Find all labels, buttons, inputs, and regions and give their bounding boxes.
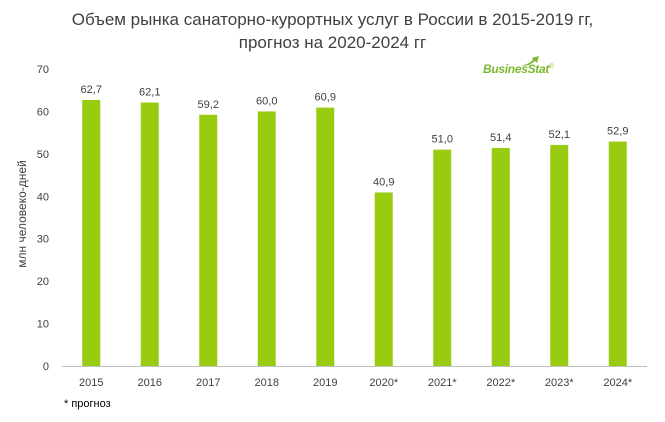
x-tick-label: 2024*	[603, 377, 632, 389]
forecast-footnote: * прогноз	[64, 398, 111, 410]
y-tick-label: 60	[37, 106, 49, 118]
data-label: 59,2	[198, 99, 219, 111]
data-label: 62,1	[139, 87, 160, 99]
bar	[199, 114, 218, 366]
bar	[608, 141, 627, 366]
bar	[374, 192, 393, 366]
chart-title-line-1: Объем рынка санаторно-курортных услуг в …	[71, 10, 594, 29]
x-tick-label: 2016	[138, 377, 162, 389]
data-label: 52,9	[607, 126, 628, 138]
x-tick-label: 2020*	[369, 377, 398, 389]
data-label: 60,0	[256, 95, 277, 107]
y-axis-label: млн человеко-дней	[15, 160, 29, 268]
data-label: 60,9	[315, 92, 336, 104]
bar	[257, 111, 276, 366]
data-label: 52,1	[549, 129, 570, 141]
x-tick-label: 2019	[313, 377, 337, 389]
data-label: 51,4	[490, 132, 511, 144]
bar	[550, 144, 569, 366]
y-tick-label: 20	[37, 276, 49, 288]
x-tick-label: 2021*	[428, 377, 457, 389]
bar	[491, 147, 510, 366]
x-tick-label: 2017	[196, 377, 220, 389]
bar	[82, 99, 101, 367]
x-tick-label: 2022*	[486, 377, 515, 389]
chart-title: Объем рынка санаторно-курортных услуг в …	[0, 8, 665, 54]
bar	[316, 107, 335, 367]
y-tick-label: 50	[37, 149, 49, 161]
x-tick-label: 2018	[255, 377, 279, 389]
bar	[433, 149, 452, 366]
bar	[140, 102, 159, 367]
businesstat-logo-icon	[521, 56, 539, 66]
data-label: 40,9	[373, 176, 394, 188]
chart-title-line-2: прогноз на 2020-2024 гг	[238, 33, 427, 52]
y-tick-label: 10	[37, 319, 49, 331]
y-tick-label: 0	[43, 361, 49, 373]
data-label: 51,0	[432, 134, 453, 146]
y-tick-label: 30	[37, 234, 49, 246]
logo-text: BusinesStat	[483, 62, 550, 76]
x-tick-label: 2023*	[545, 377, 574, 389]
y-tick-label: 70	[37, 64, 49, 76]
data-label: 62,7	[81, 84, 102, 96]
businesstat-logo: BusinesStat®	[483, 62, 554, 76]
x-tick-label: 2015	[79, 377, 103, 389]
y-tick-label: 40	[37, 191, 49, 203]
